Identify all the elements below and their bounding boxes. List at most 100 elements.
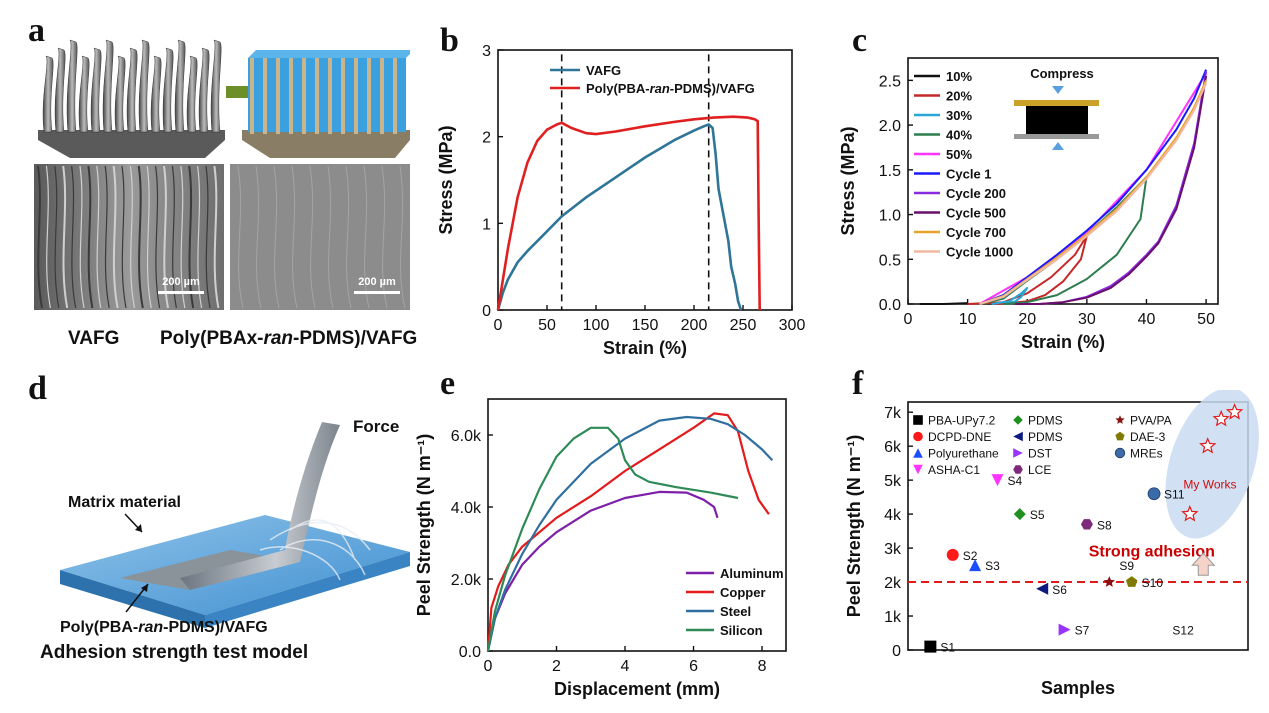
x-tick-label: 8 — [758, 658, 767, 675]
data-point — [924, 640, 937, 653]
y-axis-label: Stress (MPa) — [436, 125, 456, 234]
x-tick-label: 0 — [494, 317, 503, 334]
up-arrow-icon — [1191, 552, 1216, 576]
strong-adhesion-label: Strong adhesion — [1089, 544, 1215, 561]
x-tick-label: 40 — [1138, 311, 1156, 328]
graphene-fin — [210, 39, 222, 133]
point-label: S2 — [963, 549, 978, 563]
x-axis-label: Samples — [1041, 678, 1115, 698]
scale-bar-label-1: 200 µm — [162, 276, 200, 288]
legend-label: PBA-UPy7.2 — [928, 414, 996, 428]
y-tick-label: 6k — [884, 439, 902, 456]
y-tick-label: 1.5 — [879, 163, 901, 180]
y-tick-label: 2k — [884, 575, 902, 592]
series-line-50- — [979, 72, 1207, 305]
series-line-steel — [486, 415, 774, 652]
peel-strength-chart-e: 0 2 4 6 8 0.0 2.0k 4.0k 6.0k Displacement (mm) Pee… — [414, 398, 787, 699]
series-line-poly-pba-ran-pdms-vafg — [496, 115, 761, 311]
legend-marker — [1013, 431, 1023, 442]
sem-texture-line — [112, 165, 119, 309]
legend-label: PDMS — [1028, 430, 1063, 444]
sem-texture-line — [87, 165, 94, 309]
y-tick-label: 2.0k — [451, 572, 482, 589]
y-tick-label: 1 — [482, 216, 491, 233]
graphene-wall — [302, 56, 306, 134]
y-tick-label: 0.5 — [879, 252, 901, 269]
polymer-top — [248, 50, 410, 58]
legend-label: Cycle 1000 — [946, 245, 1013, 260]
graphene-wall — [289, 56, 293, 134]
caption-composite: Poly(PBAx-ran-PDMS)/VAFG — [160, 328, 418, 349]
data-point — [1013, 508, 1026, 521]
legend-label: 50% — [946, 147, 972, 162]
point-label: S8 — [1097, 518, 1112, 532]
legend-label: MREs — [1130, 447, 1163, 461]
plot-frame — [487, 398, 787, 652]
y-tick-label: 3k — [884, 541, 902, 558]
matrix-material-label: Matrix material — [68, 494, 181, 511]
legend-label: DST — [1028, 447, 1053, 461]
my-works-star — [1199, 437, 1217, 454]
legend-label: Poly(PBA-ran-PDMS)/VAFG — [586, 81, 755, 96]
x-tick-label: 50 — [1197, 311, 1215, 328]
graphene-fin — [78, 55, 90, 133]
my-works-star — [1225, 403, 1244, 420]
graphene-wall — [380, 56, 384, 134]
sem-texture-line — [96, 165, 102, 309]
panel-letter-c: c — [852, 22, 868, 59]
legend-label: DAE-3 — [1130, 430, 1166, 444]
legend-label: Steel — [720, 604, 751, 619]
graphene-wall — [276, 56, 280, 134]
cyclic-compression-chart-c: 0 10 20 30 40 50 0.0 0.5 1.0 1.5 2.0 2.5 Strain (%) S… — [838, 57, 1219, 352]
graphene-wall — [367, 56, 371, 134]
legend-marker — [1115, 431, 1125, 441]
graphene-fin — [54, 47, 66, 133]
legend-marker — [1013, 415, 1023, 425]
y-tick-label: 1.0 — [879, 208, 901, 225]
x-tick-label: 200 — [681, 317, 708, 334]
point-label: S1 — [940, 641, 955, 655]
top-plate — [1014, 100, 1099, 106]
compress-arrow-bottom-icon — [1052, 142, 1064, 150]
sem-texture-line — [146, 165, 152, 309]
point-label: S3 — [985, 559, 1000, 573]
sem-texture-line — [37, 165, 43, 309]
my-works-star — [1181, 505, 1199, 522]
x-tick-label: 150 — [632, 317, 659, 334]
legend-label: Cycle 1 — [946, 167, 992, 182]
sem-texture-line — [273, 165, 280, 309]
series-line-aluminum — [486, 490, 719, 652]
y-tick-label: 0.0 — [459, 644, 481, 661]
y-tick-label: 2.5 — [879, 73, 901, 90]
legend-label: Copper — [720, 585, 766, 600]
legend-label: Cycle 700 — [946, 225, 1006, 240]
legend-marker — [1013, 448, 1023, 458]
legend-label: 20% — [946, 89, 972, 104]
graphene-fin — [126, 47, 138, 133]
legend-marker — [1115, 415, 1125, 424]
legend-marker — [1013, 465, 1023, 474]
point-label: S5 — [1030, 508, 1045, 522]
data-point — [969, 559, 982, 572]
my-works-star — [1212, 409, 1230, 427]
legend-label: 30% — [946, 108, 972, 123]
sem-texture-line — [45, 165, 51, 309]
scale-bar-label-2: 200 µm — [358, 276, 396, 288]
graphene-wall — [328, 56, 332, 134]
graphene-wall — [341, 56, 345, 134]
sem-texture-line — [62, 165, 69, 309]
compress-arrow-top-icon — [1052, 86, 1064, 94]
sem-texture-line — [255, 165, 262, 309]
x-axis-label: Strain (%) — [1021, 332, 1105, 352]
peeling-film — [120, 422, 371, 590]
film-label: Poly(PBA-ran-PDMS)/VAFG — [60, 619, 268, 636]
graphene-wall — [263, 56, 267, 134]
sem-texture-line — [213, 165, 220, 309]
data-point — [1080, 519, 1093, 530]
panel-letter-b: b — [440, 22, 459, 59]
data-point — [1058, 623, 1071, 636]
graphene-fin — [90, 47, 102, 133]
x-tick-label: 300 — [779, 317, 806, 334]
y-tick-label: 4k — [884, 507, 902, 524]
y-tick-label: 6.0k — [451, 428, 482, 445]
